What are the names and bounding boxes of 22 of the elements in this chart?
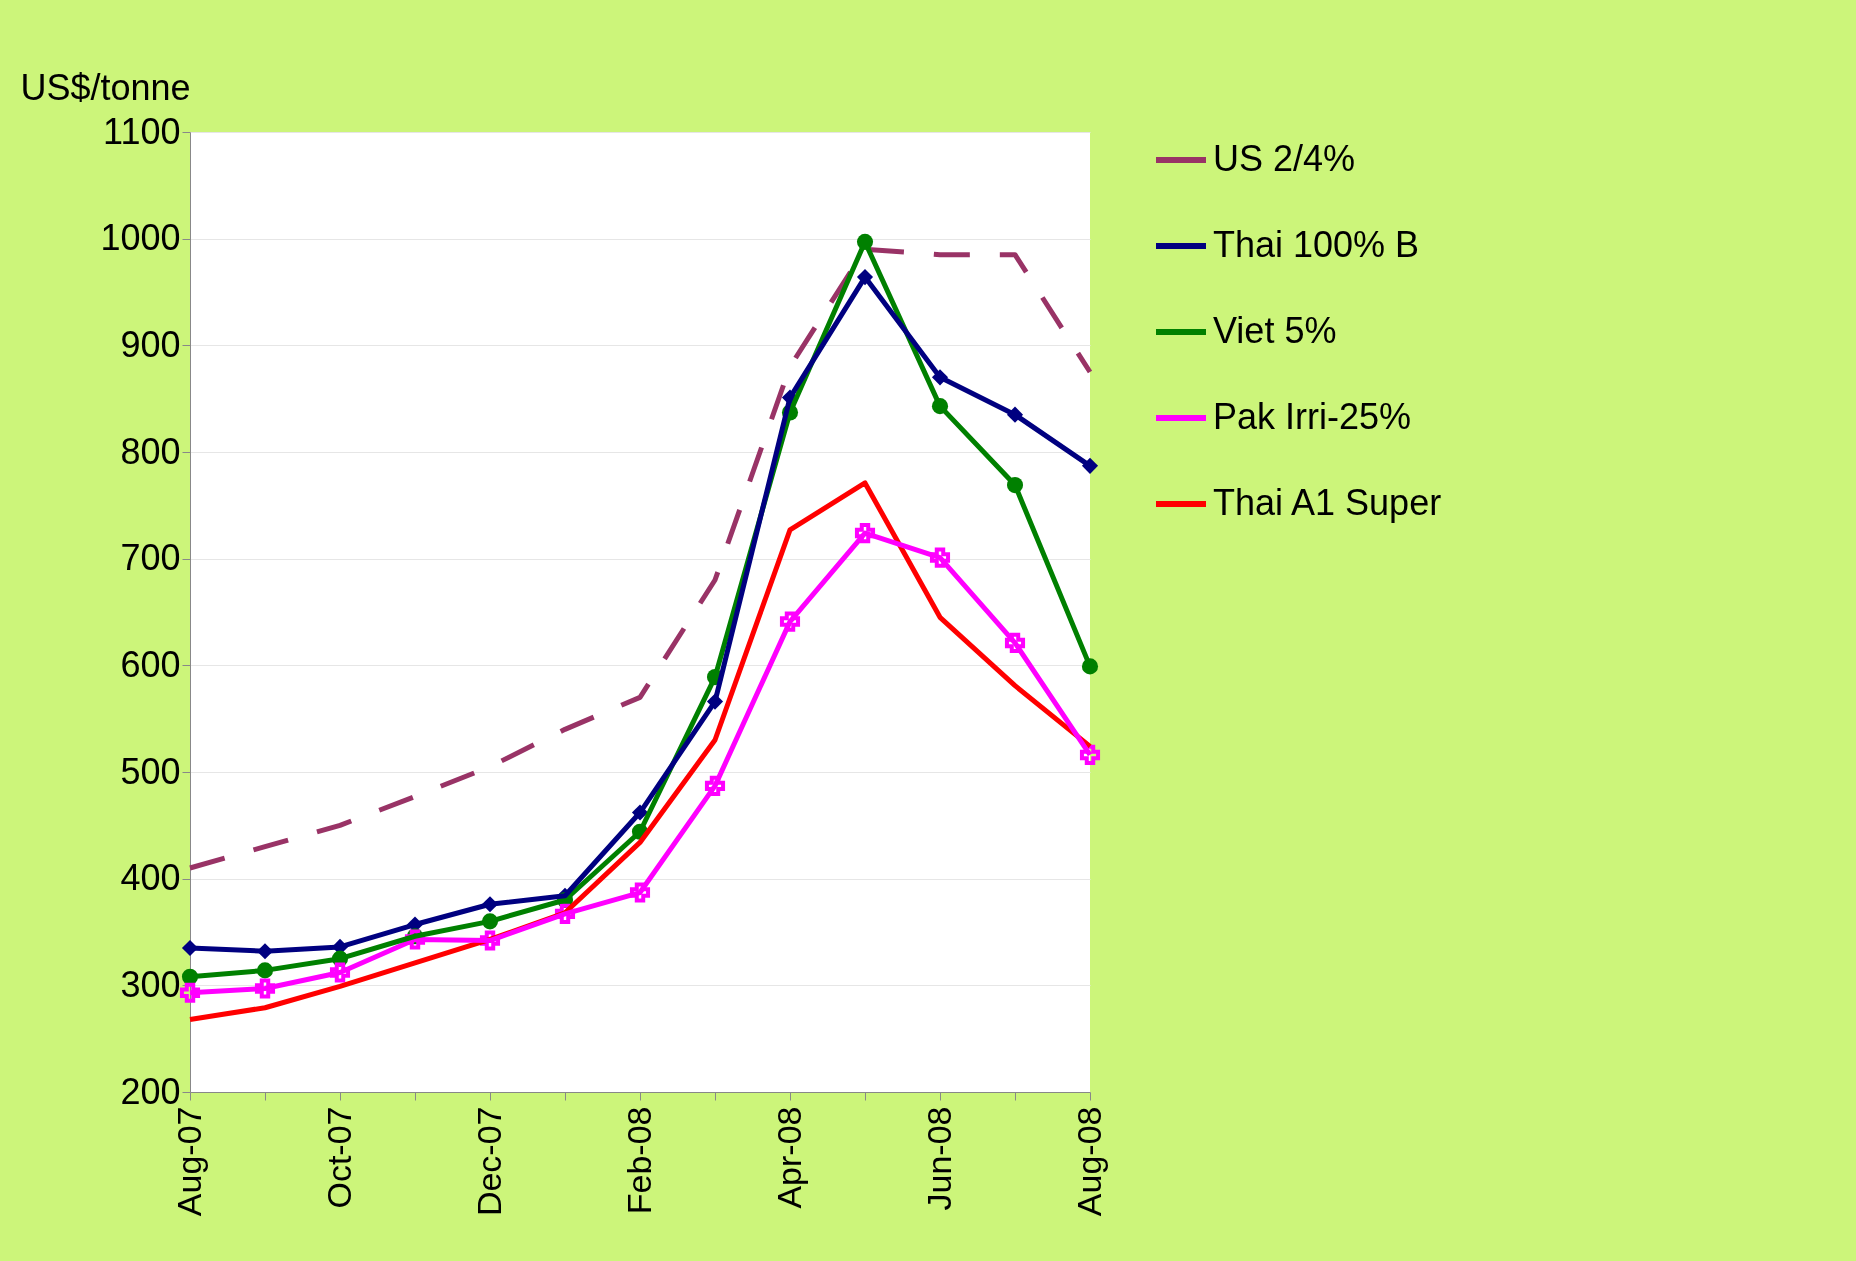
x-tick-label: Aug-08 <box>1069 1106 1108 1217</box>
y-tick-label: 1100 <box>103 110 181 152</box>
x-tick-label: Feb-08 <box>619 1106 658 1215</box>
legend-label: Thai A1 Super <box>1213 482 1442 523</box>
legend-label: Viet 5% <box>1213 310 1337 351</box>
y-axis-title: US$/tonne <box>20 66 191 108</box>
legend-label: Pak Irri-25% <box>1213 396 1412 437</box>
y-tick-label: 900 <box>120 323 181 365</box>
x-tick-label: Oct-07 <box>319 1106 358 1209</box>
y-tick-label: 800 <box>120 430 181 472</box>
y-tick-label: 700 <box>120 537 181 579</box>
x-tick-label: Apr-08 <box>769 1106 808 1209</box>
legend-label: Thai 100% B <box>1213 224 1420 265</box>
x-tick-label: Jun-08 <box>919 1106 958 1211</box>
y-tick-label: 1000 <box>100 217 181 259</box>
x-tick-label: Dec-07 <box>469 1106 508 1217</box>
x-tick-label: Aug-07 <box>169 1106 208 1217</box>
y-tick-label: 600 <box>120 643 181 685</box>
legend-label: US 2/4% <box>1213 138 1356 179</box>
y-tick-label: 400 <box>120 857 181 899</box>
y-tick-label: 300 <box>120 963 181 1005</box>
y-tick-label: 500 <box>120 750 181 792</box>
